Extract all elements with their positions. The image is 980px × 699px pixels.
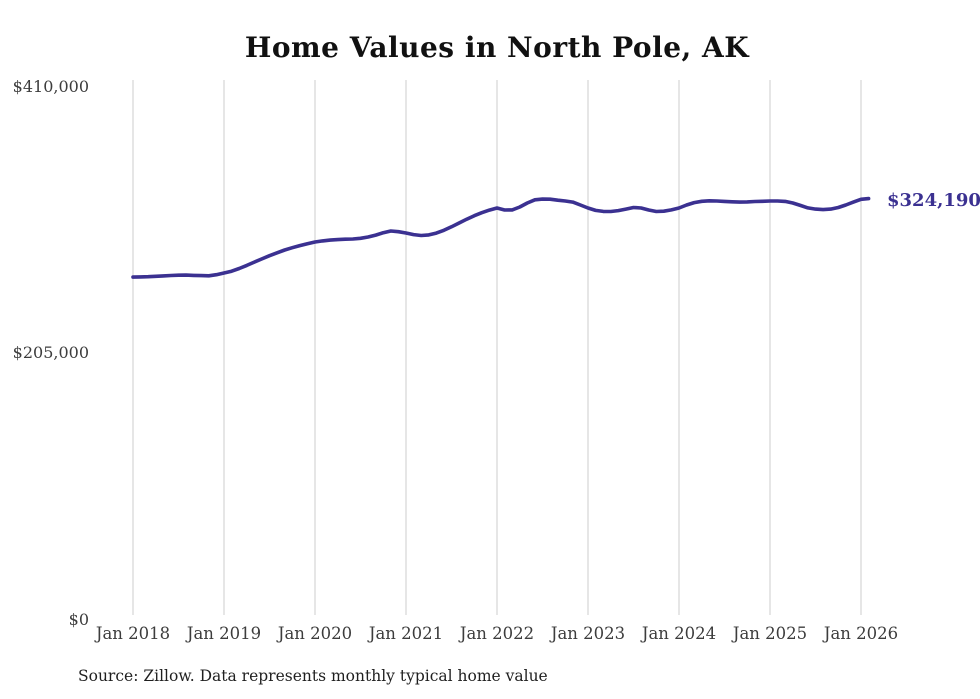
- chart-title: Home Values in North Pole, AK: [244, 31, 750, 64]
- x-axis-tick-label: Jan 2024: [641, 624, 717, 643]
- x-axis-tick-label: Jan 2026: [823, 624, 899, 643]
- x-axis-tick-label: Jan 2025: [732, 624, 808, 643]
- x-axis-tick-label: Jan 2018: [95, 624, 171, 643]
- home-value-line: [131, 196, 871, 279]
- y-axis-tick-label: $410,000: [12, 77, 89, 96]
- latest-value-label: $324,190: [887, 189, 980, 211]
- x-axis-tick-label: Jan 2019: [186, 624, 262, 643]
- source-note: Source: Zillow. Data represents monthly …: [78, 667, 548, 685]
- y-axis-tick-label: $0: [68, 610, 89, 629]
- x-axis-tick-label: Jan 2020: [277, 624, 353, 643]
- x-axis-tick-label: Jan 2022: [459, 624, 535, 643]
- x-axis-tick-label: Jan 2023: [550, 624, 626, 643]
- y-axis-tick-label: $205,000: [12, 343, 89, 362]
- x-axis-tick-label: Jan 2021: [368, 624, 444, 643]
